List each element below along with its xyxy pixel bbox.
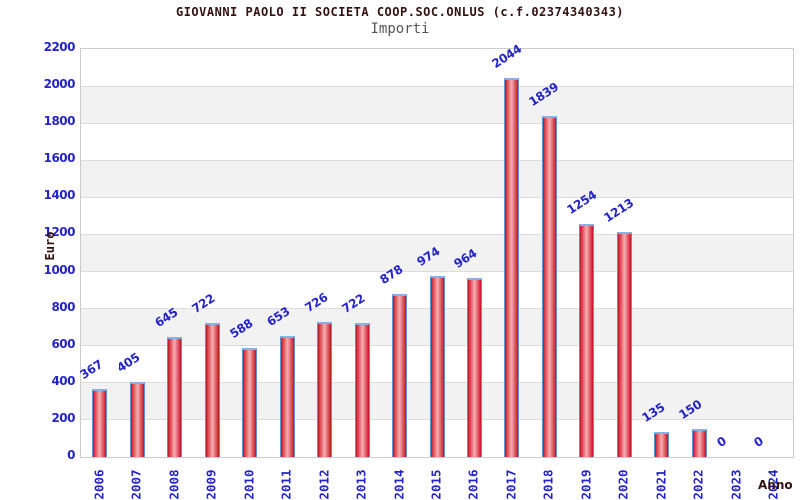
x-tick-label: 2016: [465, 469, 481, 500]
x-tick-label: 2014: [391, 469, 407, 500]
bar-2011: [279, 336, 295, 457]
bar-value-label: 1213: [601, 195, 637, 225]
y-tick-label: 1400: [43, 188, 76, 203]
x-tick-label: 2007: [128, 469, 144, 500]
bar-2007: [129, 382, 145, 457]
y-tick-label: 800: [51, 299, 75, 314]
x-tick-label: 2023: [728, 469, 744, 500]
y-tick-label: 0: [67, 448, 75, 462]
gridline: [81, 196, 793, 198]
y-tick-label: 1000: [43, 262, 76, 277]
bar-2009: [204, 323, 220, 457]
x-tick-label: 2019: [578, 469, 594, 500]
x-tick-label: 2013: [353, 469, 369, 500]
bar-value-label: 367: [77, 357, 105, 382]
y-tick-label: 1200: [43, 225, 76, 240]
chart-title: GIOVANNI PAOLO II SOCIETA COOP.SOC.ONLUS…: [175, 5, 625, 19]
bar-2012: [317, 322, 333, 457]
bar-value-label: 726: [301, 290, 330, 315]
bar-2015: [429, 276, 445, 457]
x-tick-label: 2011: [278, 469, 294, 500]
bar-2013: [354, 323, 370, 457]
x-tick-label: 2022: [690, 469, 706, 500]
gridline: [81, 271, 793, 273]
y-tick-label: 2000: [43, 77, 76, 92]
bar-2018: [541, 116, 557, 457]
x-tick-label: 2012: [316, 469, 332, 500]
x-tick-label: 2015: [428, 469, 444, 500]
x-tick-label: 2018: [540, 469, 556, 500]
y-tick-label: 1600: [43, 151, 76, 166]
bar-value-label: 405: [114, 350, 143, 375]
bar-value-label: 974: [414, 244, 443, 269]
bar-value-label: 135: [639, 400, 668, 425]
gridline: [81, 85, 793, 87]
bar-value-label: 1839: [526, 79, 562, 109]
bar-2006: [92, 389, 108, 457]
chart-subtitle: Importi: [370, 21, 430, 37]
y-axis-label: Euro: [43, 231, 57, 261]
bar-2008: [167, 337, 183, 457]
gridline: [81, 159, 793, 161]
x-tick-label: 2021: [653, 469, 669, 500]
bar-2017: [504, 78, 520, 457]
gridline: [81, 122, 793, 124]
bar-2016: [466, 278, 482, 457]
gridline: [81, 233, 793, 235]
bar-value-label: 0: [751, 433, 767, 450]
bar-2019: [579, 224, 595, 457]
x-tick-label: 2017: [503, 469, 519, 500]
y-tick-label: 600: [51, 336, 75, 351]
x-tick-label: 2020: [615, 469, 631, 500]
x-tick-label: 2010: [241, 469, 257, 500]
bar-2020: [616, 232, 632, 457]
bar-value-label: 2044: [489, 41, 524, 71]
x-axis-label: Anno: [758, 478, 793, 492]
bar-value-label: 1254: [564, 187, 599, 217]
y-tick-label: 200: [51, 410, 75, 425]
plot-area: 367 405 645 722 588 653 726 722 878 974 964 2044 183…: [77, 42, 794, 458]
bar-value-label: 964: [451, 246, 480, 271]
bar-2021: [654, 432, 670, 457]
bar-value-label: 0: [714, 433, 729, 450]
x-tick-label: 2009: [203, 469, 219, 500]
bar-value-label: 150: [676, 397, 705, 422]
bar-value-label: 722: [189, 291, 218, 316]
bar-value-label: 878: [376, 262, 405, 287]
y-tick-label: 400: [51, 373, 75, 388]
bar-value-label: 588: [227, 316, 255, 341]
bar-2010: [242, 348, 258, 457]
bar-2022: [691, 429, 707, 457]
y-tick-label: 1800: [43, 114, 76, 129]
x-tick-label: 2008: [166, 469, 182, 500]
bar-2014: [392, 294, 408, 457]
bar-value-label: 722: [339, 291, 368, 316]
y-tick-label: 2200: [43, 40, 76, 54]
x-tick-label: 2006: [91, 469, 107, 500]
